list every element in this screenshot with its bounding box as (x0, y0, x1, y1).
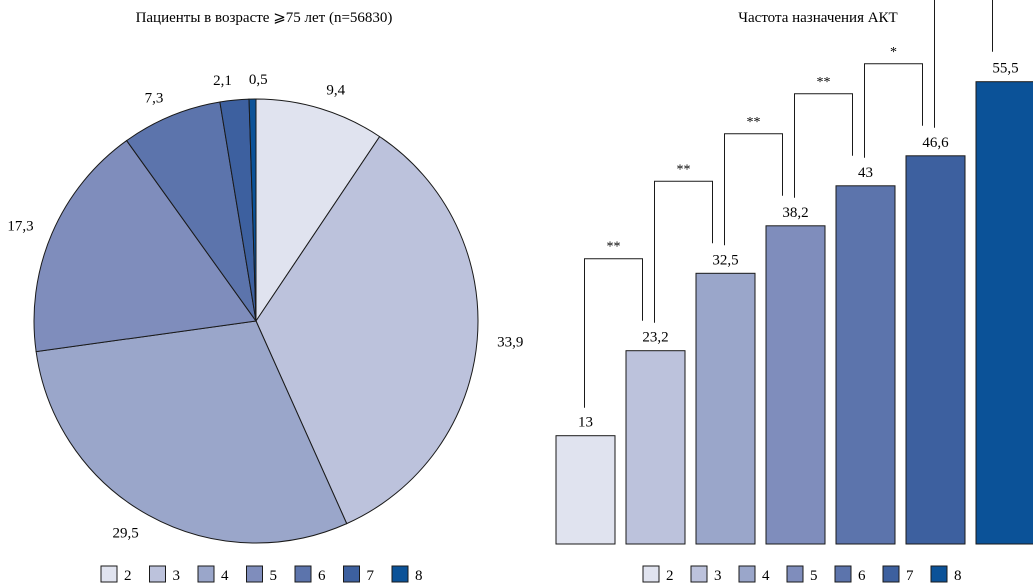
bar-legend-swatch-7 (882, 565, 900, 583)
bar-5 (765, 225, 826, 545)
pie-legend-swatch-7 (343, 565, 360, 583)
pie-label-4: 29,5 (112, 526, 138, 542)
pie-slice-5 (33, 139, 257, 353)
bar-legend-swatch-4 (738, 565, 756, 583)
bar-2 (555, 435, 616, 545)
pie-legend-entry-3: 3 (173, 568, 181, 584)
bar-legend-entry-2: 2 (666, 568, 674, 584)
bar-label-3: 23,2 (642, 330, 668, 346)
bar-legend: 2 3 4 5 6 7 8 (642, 565, 962, 584)
pie-slice-6 (125, 101, 257, 322)
bar-legend-swatch-8 (930, 565, 948, 583)
pie-legend-entry-5: 5 (270, 568, 278, 584)
pie-chart: 9,4 33,9 29,5 17,3 7,3 2,1 0,5 (7, 72, 523, 544)
significance-bracket-2-3 (584, 258, 643, 408)
bar-legend-swatch-3 (690, 565, 708, 583)
pie-legend-entry-6: 6 (318, 568, 326, 584)
significance-bracket-5-6 (794, 93, 853, 198)
significance-label-3-4: ** (677, 162, 691, 177)
bar-6 (835, 185, 896, 545)
significance-label-5-6: ** (817, 75, 831, 90)
pie-legend-swatch-5 (246, 565, 263, 583)
significance-bracket-7-8 (934, 0, 993, 128)
bar-legend-swatch-6 (834, 565, 852, 583)
significance-label-6-7: * (890, 45, 897, 60)
bar-4 (695, 272, 756, 545)
bar-label-4: 32,5 (712, 252, 738, 268)
pie-label-5: 17,3 (7, 219, 33, 235)
bar-title: Частота назначения АКТ (738, 10, 897, 26)
bar-label-7: 46,6 (922, 135, 949, 151)
pie-legend-entry-2: 2 (124, 568, 132, 584)
pie-title: Пациенты в возрасте ⩾75 лет (n=56830) (136, 10, 393, 26)
pie-label-2: 9,4 (326, 83, 345, 99)
pie-legend: 2 3 4 5 6 7 8 (100, 565, 423, 584)
pie-label-6: 7,3 (145, 90, 164, 106)
bar-3 (625, 350, 686, 545)
bar-legend-entry-5: 5 (810, 568, 818, 584)
bar-legend-swatch-2 (642, 565, 660, 583)
pie-slice-2 (255, 98, 381, 323)
bar-label-5: 38,2 (782, 205, 808, 221)
pie-slice-3 (255, 135, 479, 525)
bar-legend-entry-8: 8 (954, 568, 962, 584)
pie-legend-swatch-6 (294, 565, 312, 583)
pie-legend-swatch-4 (197, 565, 215, 583)
significance-label-4-5: ** (747, 115, 761, 130)
pie-slice-4 (35, 320, 348, 544)
significance-bracket-4-5 (724, 133, 783, 246)
pie-legend-entry-7: 7 (367, 568, 375, 584)
pie-label-3: 33,9 (497, 335, 523, 351)
bar-label-2: 13 (578, 415, 593, 431)
pie-legend-swatch-2 (100, 565, 118, 583)
significance-bracket-3-4 (654, 180, 713, 323)
bar-legend-entry-6: 6 (858, 568, 866, 584)
bar-label-6: 43 (858, 165, 873, 181)
bar-legend-swatch-5 (786, 565, 804, 583)
pie-legend-swatch-8 (391, 565, 409, 583)
bar-8 (975, 81, 1033, 545)
bar-legend-entry-3: 3 (714, 568, 722, 584)
bar-7 (905, 155, 966, 545)
significance-bracket-6-7 (864, 63, 923, 158)
bar-legend-entry-4: 4 (762, 568, 770, 584)
pie-legend-entry-4: 4 (221, 568, 229, 584)
pie-legend-entry-8: 8 (415, 568, 423, 584)
bar-label-8: 55,5 (992, 61, 1018, 77)
pie-legend-swatch-3 (149, 565, 166, 583)
pie-slice-8 (248, 98, 257, 322)
pie-label-7: 2,1 (213, 73, 232, 89)
significance-label-2-3: ** (607, 240, 621, 255)
bar-legend-entry-7: 7 (906, 568, 914, 584)
pie-label-8: 0,5 (249, 72, 268, 88)
